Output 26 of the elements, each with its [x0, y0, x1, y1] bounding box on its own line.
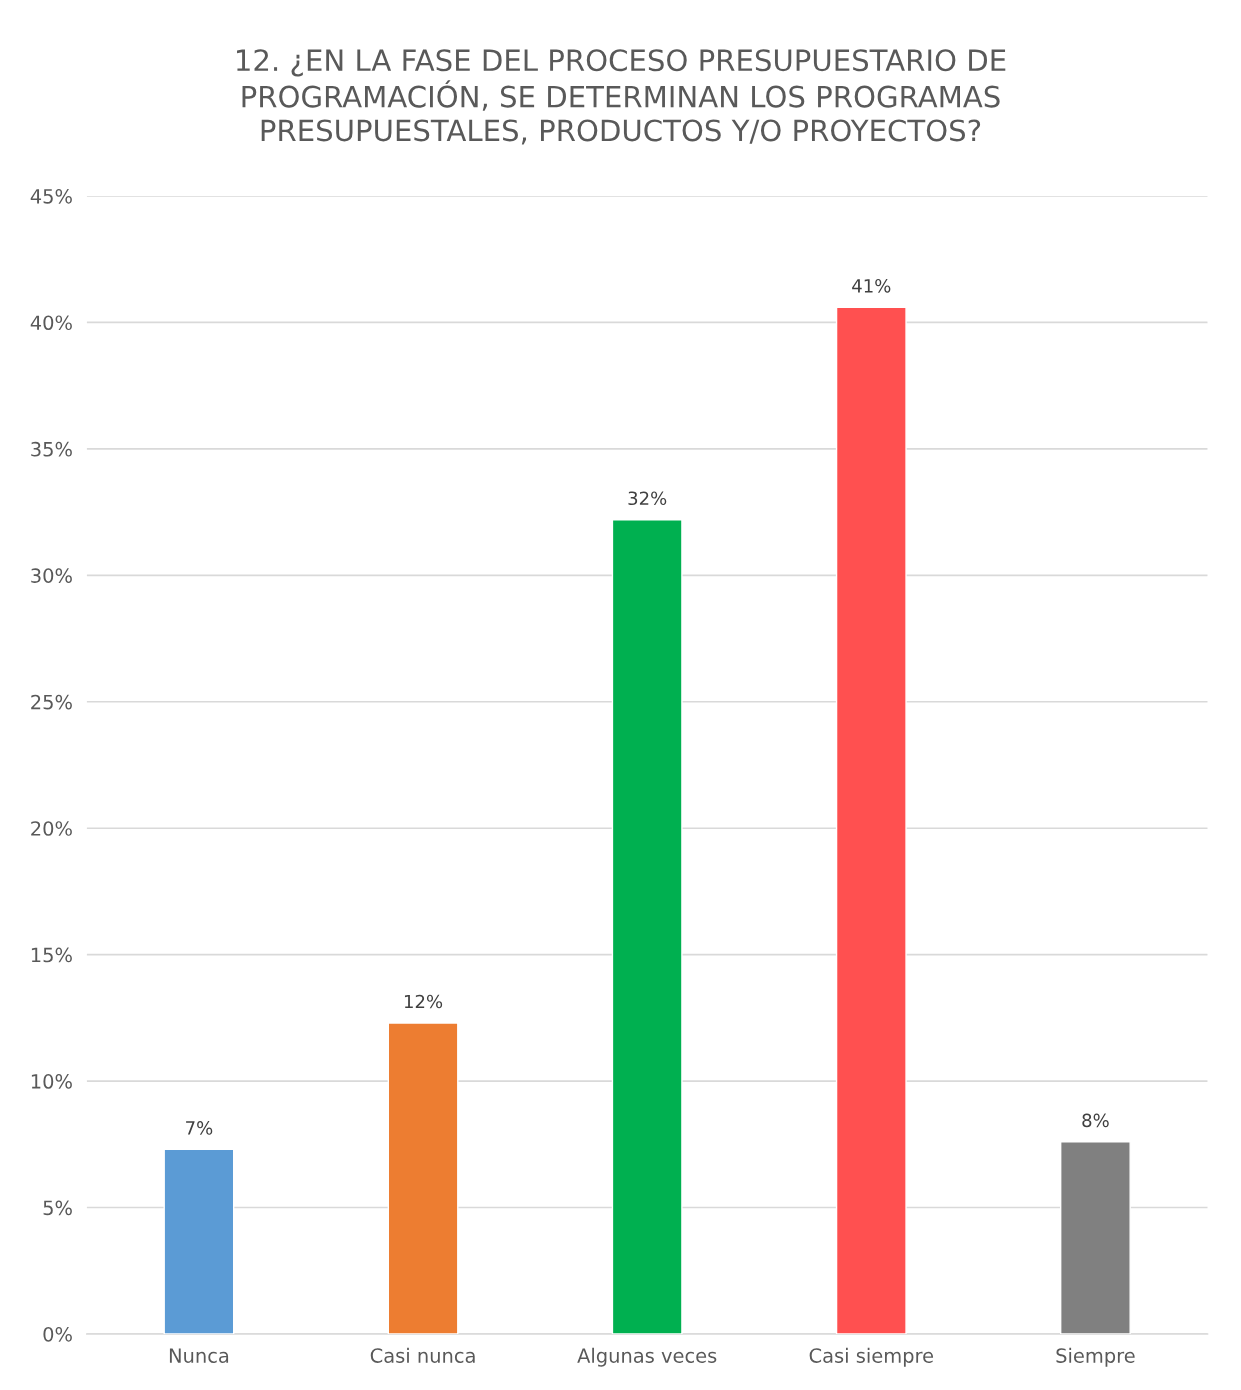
y-tick-label: 40%	[30, 315, 72, 331]
y-tick-label: 10%	[31, 1074, 72, 1089]
y-tick-label: 20%	[31, 821, 72, 836]
y-tick-label: 30%	[31, 568, 72, 583]
bar	[835, 306, 907, 1334]
data-label: 32%	[628, 491, 667, 506]
x-tick-label: Siempre	[1056, 1347, 1135, 1367]
data-label: 12%	[404, 994, 443, 1009]
data-label: 41%	[852, 278, 891, 293]
y-tick-label: 0%	[43, 1326, 72, 1342]
x-tick-label: Nunca	[169, 1348, 229, 1363]
data-label: 8%	[1082, 1113, 1109, 1128]
x-tick-label: Algunas veces	[577, 1347, 717, 1367]
y-tick-label: 15%	[31, 947, 72, 963]
y-tick-label: 25%	[31, 694, 72, 710]
chart-title: 12. ¿EN LA FASE DEL PROCESO PRESUPUESTARIO DE PROGRAMACIÓN, SE DETERMINAN LOS PROGRAMAS PRESUPUESTALES, PRODUCTOS Y/O PROYECTOS?	[237, 49, 1006, 145]
y-tick-label: 45%	[30, 188, 72, 204]
bar	[611, 518, 683, 1334]
bar	[387, 1022, 459, 1334]
bar	[163, 1148, 235, 1334]
data-label: 7%	[186, 1121, 213, 1135]
y-tick-label: 5%	[43, 1200, 72, 1216]
bar	[1059, 1141, 1131, 1334]
x-tick-label: Casi siempre	[809, 1347, 934, 1367]
y-tick-label: 35%	[31, 441, 72, 457]
x-tick-label: Casi nunca	[370, 1347, 475, 1363]
